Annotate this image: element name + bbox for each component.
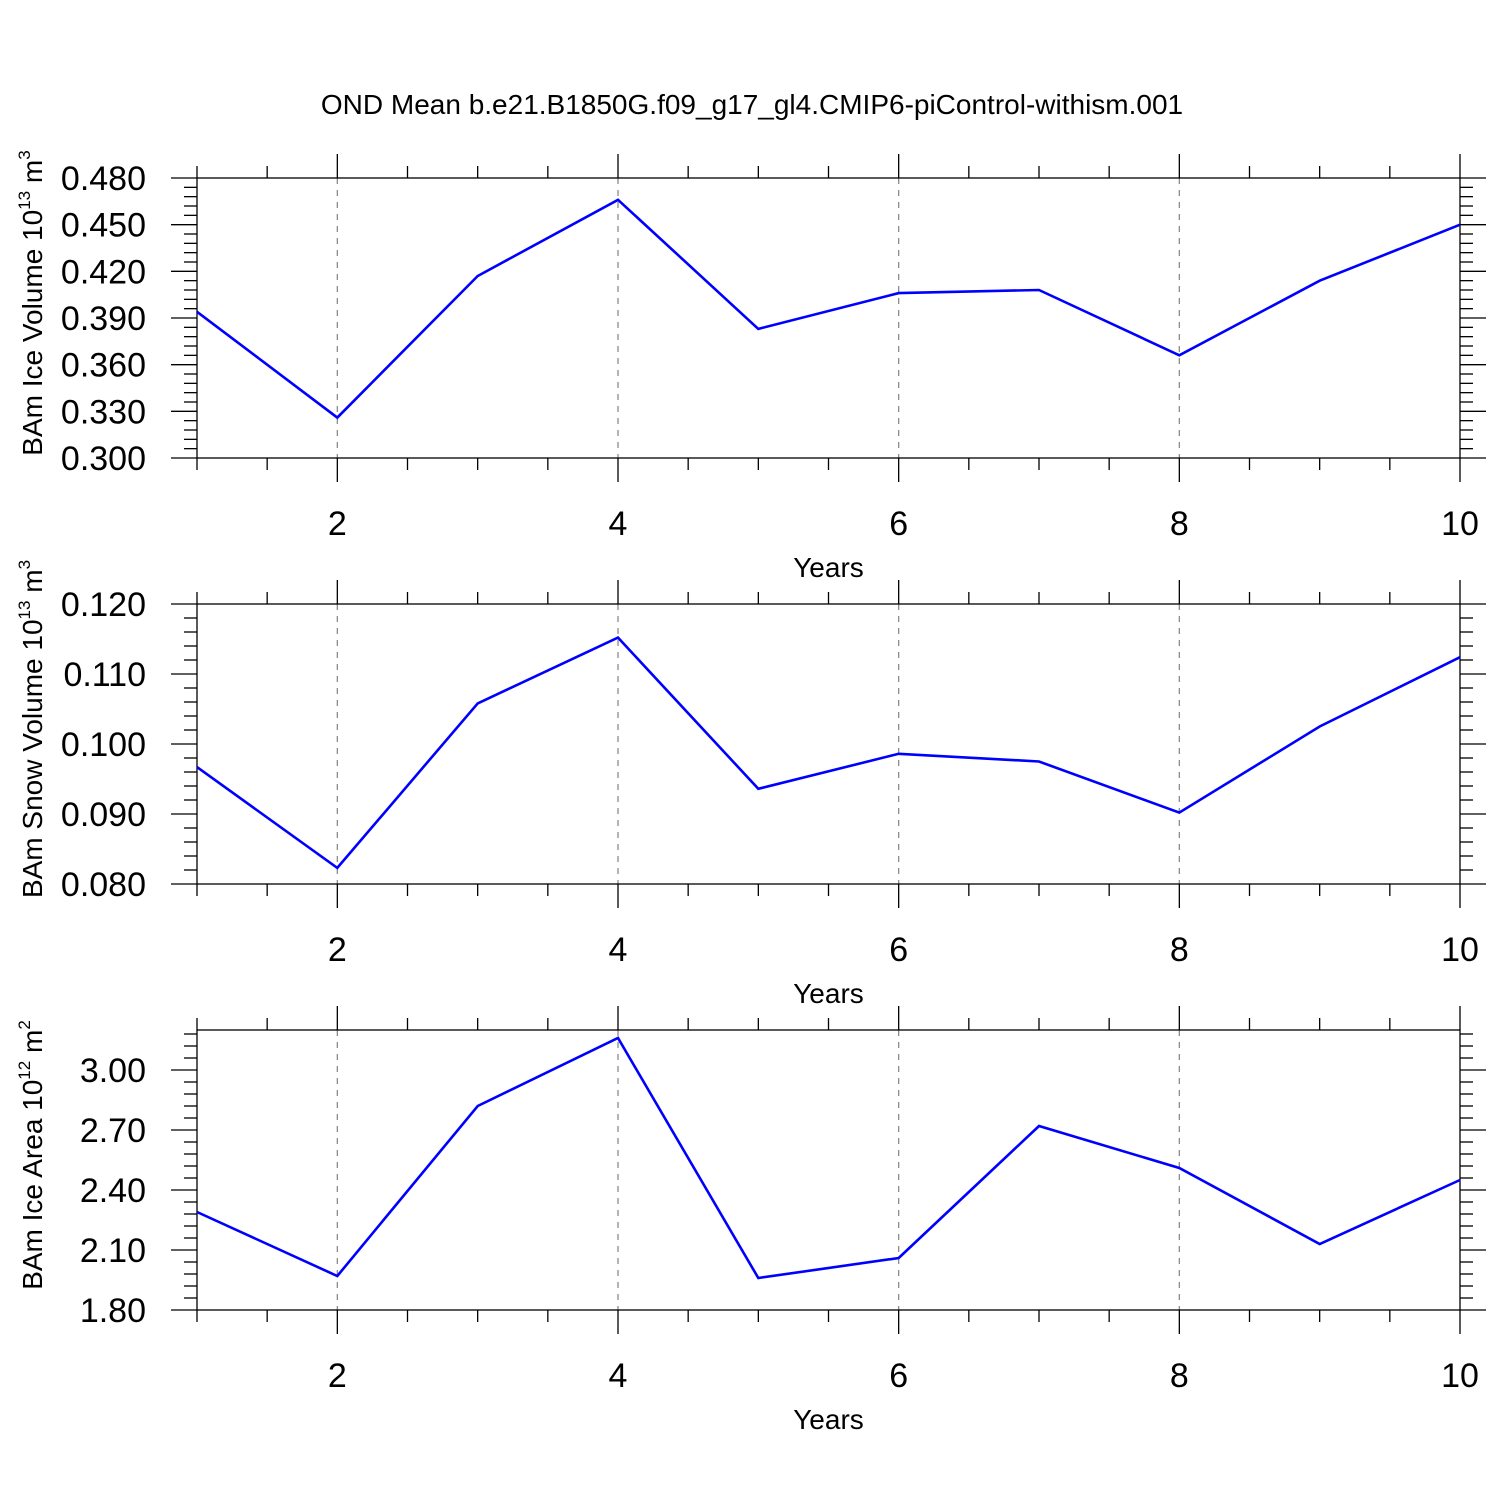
panel-ice-area: 2 4 6 8 10 1.80 2.10 2.40 2.70 3.00 Years BAm Ice A… — [15, 1006, 1486, 1435]
x-tick-label: 10 — [1441, 1357, 1479, 1395]
y-axis-label-unit-exp: 3 — [15, 150, 34, 159]
y-tick-label: 0.080 — [61, 866, 146, 904]
y-axis-label-main: BAm Ice Area 10 — [17, 1080, 48, 1290]
series-line-snow-volume — [196, 636, 1461, 870]
y-axis-label-unit: m — [17, 160, 48, 191]
y-ticks — [171, 177, 1486, 459]
y-axis-label-exp: 13 — [15, 601, 34, 620]
x-tick-label: 6 — [889, 1357, 908, 1395]
y-axis-label: BAm Ice Volume 1013 m3 — [15, 150, 48, 455]
x-ticks — [196, 1006, 1461, 1334]
x-ticks — [196, 154, 1461, 482]
y-axis-label: BAm Snow Volume 1013 m3 — [15, 560, 48, 898]
y-tick-label: 0.420 — [61, 253, 146, 291]
x-tick-label: 6 — [889, 505, 908, 543]
x-axis-label: Years — [793, 552, 864, 583]
plot-frame — [196, 177, 1461, 459]
y-axis-label-unit-exp: 3 — [15, 560, 34, 569]
y-tick-label: 0.450 — [61, 207, 146, 245]
plot-frame — [196, 603, 1461, 885]
y-axis-label: BAm Ice Area 1012 m2 — [15, 1020, 48, 1290]
y-tick-label: 0.090 — [61, 796, 146, 834]
x-tick-label: 2 — [328, 1357, 347, 1395]
panel-ice-volume: 2 4 6 8 10 0.300 0.330 0.360 0.390 0.420 0.450 0.48… — [15, 150, 1486, 583]
x-tick-label: 4 — [609, 931, 628, 969]
y-axis-label-main: BAm Ice Volume 10 — [17, 210, 48, 456]
x-axis-label: Years — [793, 978, 864, 1009]
x-tick-label: 8 — [1170, 505, 1189, 543]
x-tick-label: 8 — [1170, 931, 1189, 969]
y-tick-label: 2.70 — [80, 1112, 146, 1150]
y-tick-label: 0.390 — [61, 300, 146, 338]
x-tick-label: 10 — [1441, 931, 1479, 969]
panels: 2 4 6 8 10 0.300 0.330 0.360 0.390 0.420 0.450 0.48… — [15, 150, 1486, 1435]
y-tick-label: 3.00 — [80, 1052, 146, 1090]
y-tick-label: 0.100 — [61, 726, 146, 764]
x-tick-label: 6 — [889, 931, 908, 969]
y-tick-label: 0.120 — [61, 586, 146, 624]
panel-snow-volume: 2 4 6 8 10 0.080 0.090 0.100 0.110 0.120 Years BAm … — [15, 560, 1486, 1009]
y-tick-label: 2.40 — [80, 1172, 146, 1210]
series-line-ice-volume — [196, 198, 1461, 420]
y-tick-label: 0.330 — [61, 393, 146, 431]
y-axis-label-unit-exp: 2 — [15, 1020, 34, 1029]
y-tick-label: 0.360 — [61, 347, 146, 385]
y-axis-label-unit: m — [17, 1030, 48, 1061]
x-tick-label: 8 — [1170, 1357, 1189, 1395]
y-ticks — [171, 603, 1486, 885]
x-axis-label: Years — [793, 1404, 864, 1435]
x-tick-label: 4 — [609, 1357, 628, 1395]
y-tick-label: 0.300 — [61, 440, 146, 478]
chart-title: OND Mean b.e21.B1850G.f09_g17_gl4.CMIP6-… — [321, 89, 1183, 120]
x-tick-label: 10 — [1441, 505, 1479, 543]
y-tick-label: 1.80 — [80, 1292, 146, 1330]
y-axis-label-main: BAm Snow Volume 10 — [17, 619, 48, 898]
y-tick-label: 0.110 — [63, 656, 146, 694]
y-ticks — [171, 1033, 1486, 1311]
y-axis-label-exp: 12 — [15, 1061, 34, 1080]
y-axis-label-unit: m — [17, 569, 48, 600]
x-ticks — [196, 580, 1461, 908]
y-axis-label-exp: 13 — [15, 191, 34, 210]
x-tick-label: 4 — [609, 505, 628, 543]
x-tick-label: 2 — [328, 505, 347, 543]
y-tick-label: 0.480 — [61, 160, 146, 198]
series-line-ice-area — [196, 1036, 1461, 1280]
x-tick-label: 2 — [328, 931, 347, 969]
y-tick-label: 2.10 — [80, 1232, 146, 1270]
